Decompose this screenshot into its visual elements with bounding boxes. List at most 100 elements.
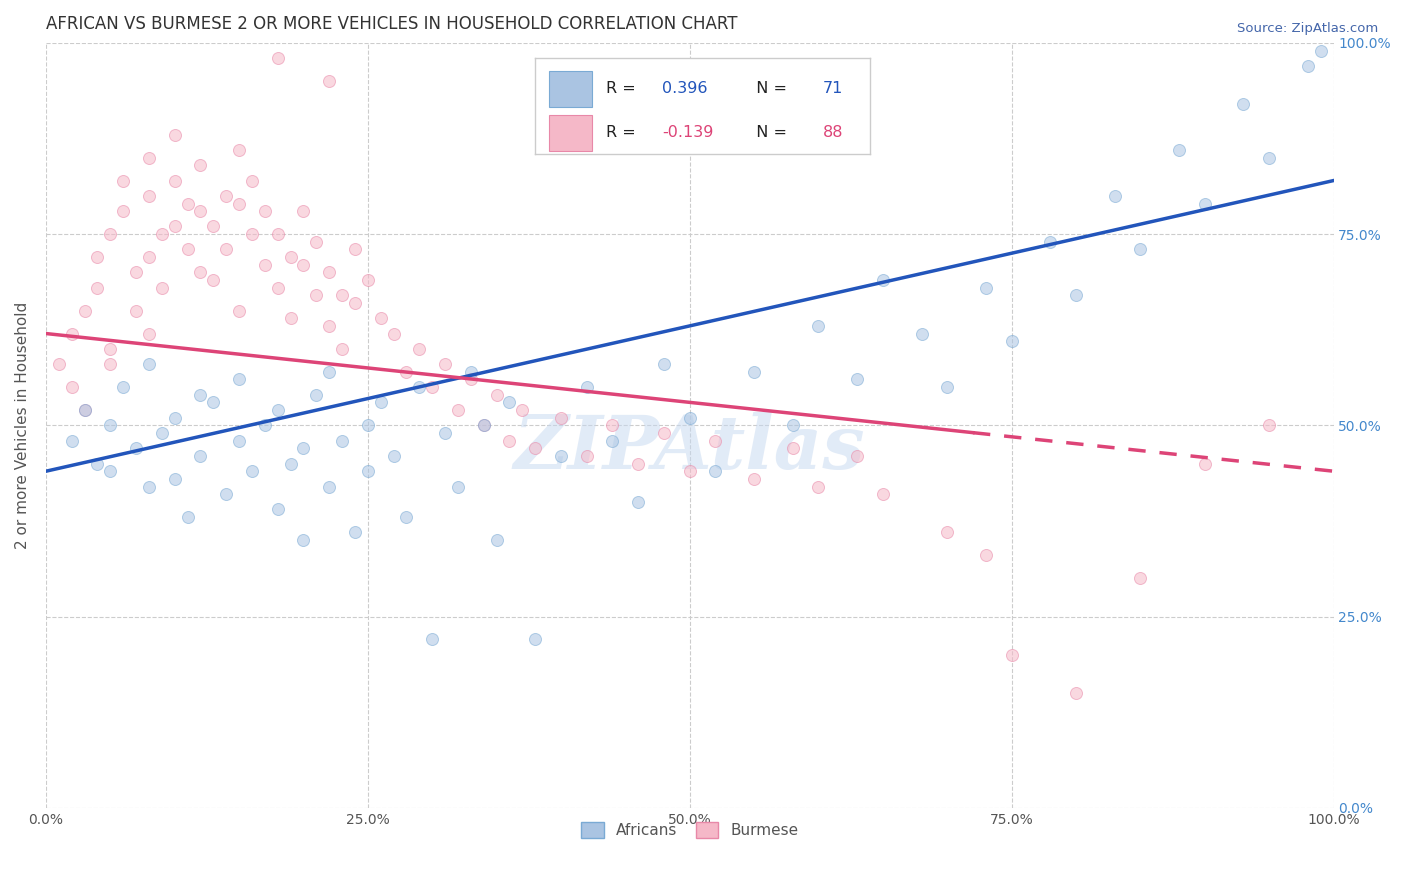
Point [176, 243, 198, 257]
Point [472, 418, 495, 433]
Point [1064, 288, 1087, 302]
Point [1232, 97, 1254, 112]
Point [190, 158, 212, 172]
Point [485, 533, 508, 547]
Point [357, 418, 380, 433]
Point [98, 227, 121, 241]
Point [267, 51, 290, 65]
Point [420, 632, 443, 647]
Point [267, 502, 290, 516]
Point [382, 326, 405, 341]
Point [679, 464, 702, 478]
Point [176, 510, 198, 524]
Point [1296, 59, 1319, 73]
Point [267, 227, 290, 241]
Point [704, 434, 727, 448]
Y-axis label: 2 or more Vehicles in Household: 2 or more Vehicles in Household [15, 301, 30, 549]
Point [228, 143, 250, 157]
Point [370, 311, 392, 326]
Point [215, 243, 238, 257]
Point [98, 464, 121, 478]
Point [420, 380, 443, 394]
Point [550, 449, 572, 463]
Point [318, 365, 340, 379]
Point [1258, 418, 1281, 433]
Point [280, 457, 302, 471]
Point [1129, 243, 1152, 257]
Point [936, 525, 959, 540]
Point [292, 258, 315, 272]
Point [1104, 189, 1126, 203]
Point [253, 418, 276, 433]
Point [48, 357, 70, 371]
Point [485, 388, 508, 402]
Point [202, 219, 225, 234]
Point [292, 204, 315, 219]
Point [330, 342, 353, 356]
Point [125, 303, 148, 318]
Point [253, 258, 276, 272]
Point [240, 173, 263, 187]
Point [190, 388, 212, 402]
Point [60, 380, 83, 394]
Point [872, 487, 894, 501]
Point [73, 403, 96, 417]
Point [305, 388, 328, 402]
Point [910, 326, 932, 341]
Point [280, 250, 302, 264]
Point [330, 434, 353, 448]
Text: ZIPAtlas: ZIPAtlas [515, 412, 866, 484]
Point [112, 380, 135, 394]
Point [1039, 235, 1062, 249]
Point [1194, 457, 1216, 471]
Point [382, 449, 405, 463]
Point [472, 418, 495, 433]
Point [292, 533, 315, 547]
Point [163, 173, 186, 187]
Point [602, 434, 624, 448]
Point [524, 632, 547, 647]
Point [318, 318, 340, 333]
Point [1064, 686, 1087, 700]
Point [86, 457, 108, 471]
Point [679, 410, 702, 425]
Point [974, 280, 997, 294]
Point [125, 442, 148, 456]
Point [550, 410, 572, 425]
Point [343, 243, 366, 257]
Point [652, 357, 675, 371]
Point [163, 410, 186, 425]
Point [1001, 648, 1024, 662]
Point [215, 189, 238, 203]
Point [846, 372, 869, 386]
Point [395, 365, 418, 379]
Point [936, 380, 959, 394]
Point [215, 487, 238, 501]
Point [330, 288, 353, 302]
Point [512, 403, 534, 417]
Point [73, 403, 96, 417]
Point [267, 280, 290, 294]
Point [98, 342, 121, 356]
Point [98, 418, 121, 433]
Text: Source: ZipAtlas.com: Source: ZipAtlas.com [1237, 22, 1378, 36]
Point [163, 219, 186, 234]
Point [305, 235, 328, 249]
Point [98, 357, 121, 371]
Point [112, 204, 135, 219]
Point [370, 395, 392, 409]
Point [742, 365, 765, 379]
Point [240, 227, 263, 241]
Legend: Africans, Burmese: Africans, Burmese [574, 814, 807, 846]
Point [1001, 334, 1024, 348]
Point [357, 273, 380, 287]
Point [163, 128, 186, 142]
Point [228, 303, 250, 318]
Point [125, 265, 148, 279]
Point [447, 479, 470, 493]
Point [447, 403, 470, 417]
Point [150, 280, 173, 294]
Point [408, 342, 430, 356]
Point [305, 288, 328, 302]
Point [318, 479, 340, 493]
